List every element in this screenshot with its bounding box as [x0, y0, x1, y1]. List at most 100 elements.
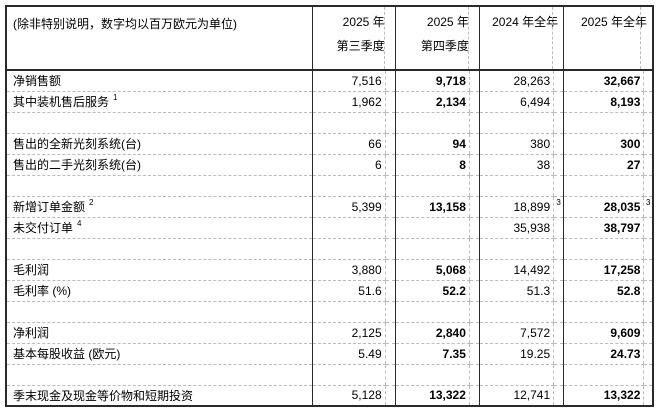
- cell-2025-q4-superscript-strip: [468, 196, 480, 218]
- table-row: 未交付订单 4 35,938 38,797: [6, 217, 653, 239]
- cell-2025-q4-superscript-strip: [468, 154, 480, 176]
- cell-2025-q4-superscript-strip: [468, 385, 480, 406]
- cell-2025-q4-superscript-strip: [468, 70, 480, 92]
- cell-2025-q3-superscript-strip: [384, 385, 396, 406]
- cell-2025-q3: [312, 112, 386, 134]
- row-label-superscript: 4: [77, 219, 82, 228]
- cell-2025-q3: 5,128: [351, 388, 382, 403]
- cell-2025-fy: 13,322: [603, 388, 641, 403]
- cell-2024-fy: 19.25: [479, 343, 554, 365]
- cell-2025-q3: [312, 364, 386, 386]
- row-label: 基本每股收益 (欧元): [13, 347, 121, 361]
- cell-2024-fy: [479, 112, 554, 134]
- row-label: 售出的全新光刻系统(台): [13, 137, 141, 151]
- cell-2025-q4-superscript-strip: [468, 322, 480, 344]
- cell-2025-q4-superscript-strip: [468, 301, 480, 323]
- table-row: [6, 112, 653, 134]
- table-header: (除非特别说明，数字均以百万欧元为单位) 2025 年 第三季度 2025 年 …: [6, 6, 653, 71]
- cell-2025-q3-superscript-strip: [384, 91, 396, 113]
- row-label-cell: 售出的全新光刻系统(台): [6, 133, 314, 155]
- table-row: 季末现金及现金等价物和短期投资 5,128 13,322 12,741 13,3…: [6, 385, 653, 406]
- cell-2025-fy: 300: [563, 133, 644, 155]
- cell-2025-q4-superscript-strip: [468, 238, 480, 260]
- cell-2025-fy: 32,667: [563, 70, 644, 92]
- cell-2025-fy-superscript-strip: [643, 133, 653, 155]
- row-label-cell: [6, 112, 314, 134]
- cell-2024-fy: 51.3: [479, 280, 554, 302]
- cell-2024-fy-superscript-strip: [553, 175, 565, 197]
- cell-2025-q3: 1,962: [312, 91, 386, 113]
- cell-2025-q3: 51.6: [312, 280, 386, 302]
- cell-2025-q4: 52.2: [395, 280, 470, 302]
- row-label-cell: 新增订单金额 2: [6, 196, 314, 218]
- row-label: 净利润: [13, 326, 50, 340]
- cell-2024-fy: 18,899: [479, 196, 554, 218]
- row-label: 毛利润: [13, 263, 50, 277]
- cell-2025-fy-superscript-strip: [643, 364, 653, 386]
- cell-2024-fy-superscript-strip: [553, 91, 565, 113]
- table-row: 净利润 2,125 2,840 7,572 9,609: [6, 322, 653, 344]
- cell-2025-fy: [563, 301, 644, 323]
- row-label-cell: 未交付订单 4: [6, 217, 314, 239]
- cell-2025-fy-superscript-strip: [643, 217, 653, 239]
- cell-2024-fy-superscript-strip: [553, 217, 565, 239]
- cell-2025-q3-superscript-strip: [384, 280, 396, 302]
- table-row: [6, 364, 653, 386]
- row-label: 净销售额: [13, 74, 62, 89]
- cell-2025-fy: [563, 175, 644, 197]
- cell-2025-q4-superscript-strip: [468, 259, 480, 281]
- cell-2025-q4: 2,840: [395, 322, 470, 344]
- cell-2025-fy-superscript-strip: [643, 280, 653, 302]
- cell-2025-q4: [395, 217, 470, 239]
- cell-2025-q4-superscript-strip: [468, 133, 480, 155]
- row-label-cell: [6, 238, 314, 260]
- cell-2025-q4: 5,068: [395, 259, 470, 281]
- column-header-2025-q4-period: 第四季度: [420, 39, 469, 53]
- column-header-2025-q3-period: 第三季度: [336, 39, 385, 53]
- header-row: (除非特别说明，数字均以百万欧元为单位) 2025 年 第三季度 2025 年 …: [6, 6, 653, 71]
- table-row: [6, 301, 653, 323]
- cell-2025-q3: 5,399: [312, 196, 386, 218]
- column-header-2025-q4-year: 2025 年: [426, 15, 469, 29]
- cell-2024-fy: [479, 364, 554, 386]
- row-label-cell: 净销售额: [6, 70, 314, 92]
- cell-2025-q3: 3,880: [312, 259, 386, 281]
- cell-2025-fy: 27: [563, 154, 644, 176]
- table-body: 净销售额 7,516 9,718 28,263 32,667 其中装机售后服务 1…: [6, 70, 653, 406]
- cell-2025-q4: [395, 175, 470, 197]
- row-label-superscript: 2: [89, 198, 94, 207]
- column-header-2024-fy-label: 2024 年全年: [492, 15, 559, 29]
- cell-2025-q3-superscript-strip: [384, 238, 396, 260]
- cell-2025-q4-superscript-strip: [468, 343, 480, 365]
- table-row: 毛利率 (%) 51.6 52.2 51.3 52.8: [6, 280, 653, 302]
- cell-2025-fy-superscript: 3: [645, 197, 651, 207]
- row-label-cell: 季末现金及现金等价物和短期投资: [6, 385, 314, 406]
- cell-2025-q4: 94: [395, 133, 470, 155]
- financial-results-table: (除非特别说明，数字均以百万欧元为单位) 2025 年 第三季度 2025 年 …: [5, 5, 654, 407]
- column-header-2025-q3-year: 2025 年: [342, 15, 385, 29]
- table-row: 售出的全新光刻系统(台) 66 94 380 300: [6, 133, 653, 155]
- cell-2025-q4-superscript-strip: [468, 217, 480, 239]
- cell-2025-fy: [563, 364, 644, 386]
- cell-2025-fy-superscript-strip: [643, 112, 653, 134]
- row-label: 其中装机售后服务: [13, 95, 110, 109]
- cell-2024-fy-superscript-strip: [553, 343, 565, 365]
- cell-2025-q3-superscript-strip: [384, 301, 396, 323]
- cell-2025-q3: [312, 217, 386, 239]
- table-row: 其中装机售后服务 1 1,962 2,134 6,494 8,193: [6, 91, 653, 113]
- cell-2025-q3-superscript-strip: [384, 343, 396, 365]
- cell-2025-fy-superscript-strip: 3: [643, 196, 653, 218]
- cell-2024-fy: 35,938: [479, 217, 554, 239]
- cell-2025-q4: 13,322: [429, 388, 466, 403]
- cell-2024-fy-superscript-strip: [553, 259, 565, 281]
- cell-2025-q3: 2,125: [312, 322, 386, 344]
- cell-2025-q3-superscript-strip: [384, 259, 396, 281]
- cell-2024-fy-superscript-strip: [553, 385, 565, 406]
- table-row: [6, 175, 653, 197]
- cell-2025-fy: [563, 238, 644, 260]
- row-label: 未交付订单: [13, 221, 74, 235]
- row-label-cell: 毛利润: [6, 259, 314, 281]
- table-row: [6, 238, 653, 260]
- cell-2025-q3-superscript-strip: [384, 133, 396, 155]
- cell-2024-fy: 12,741: [513, 388, 551, 403]
